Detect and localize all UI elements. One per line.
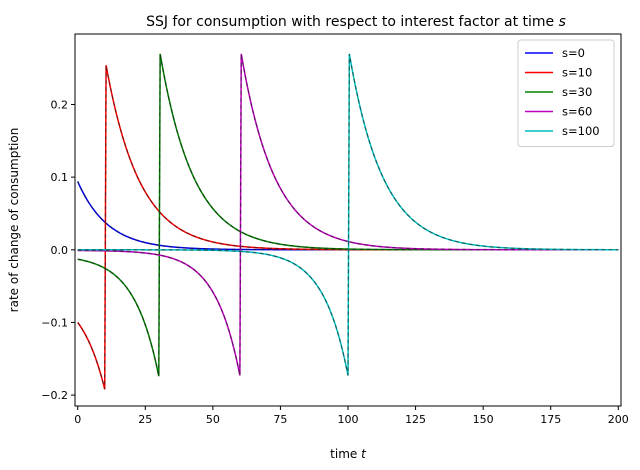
y-tick-label: 0.2 bbox=[51, 98, 69, 111]
x-tick-label: 50 bbox=[206, 413, 220, 426]
legend-box bbox=[517, 39, 615, 147]
axes: 0 25 50 75 100 125 150 175 200 −0.2 −0.1 0.0 0.1 0.2 bbox=[41, 33, 629, 426]
series-dashed-s=100 bbox=[77, 53, 619, 376]
chart-title: SSJ for consumption with respect to inte… bbox=[146, 14, 566, 30]
x-tick-label: 0 bbox=[74, 413, 81, 426]
plot-area bbox=[77, 53, 619, 390]
legend-label-s=30: s=30 bbox=[562, 85, 592, 99]
x-tick-label: 100 bbox=[338, 413, 359, 426]
x-tick-label: 125 bbox=[405, 413, 426, 426]
x-tick-label: 150 bbox=[473, 413, 494, 426]
y-tick-label: 0.0 bbox=[51, 244, 69, 257]
x-tick-label: 175 bbox=[540, 413, 561, 426]
legend-label-s=10: s=10 bbox=[562, 66, 592, 80]
legend-label-s=100: s=100 bbox=[562, 124, 600, 138]
x-tick-label: 25 bbox=[138, 413, 152, 426]
y-tick-label: 0.1 bbox=[51, 171, 69, 184]
x-axis-label: time t bbox=[330, 447, 367, 461]
x-tick-label: 200 bbox=[608, 413, 629, 426]
y-tick-label: −0.2 bbox=[41, 389, 68, 402]
x-tick-label: 75 bbox=[273, 413, 287, 426]
y-tick-label: −0.1 bbox=[41, 316, 68, 329]
legend-label-s=60: s=60 bbox=[562, 105, 592, 119]
y-axis-label: rate of change of consumption bbox=[7, 128, 21, 313]
series-dashed-s=60 bbox=[77, 53, 619, 376]
legend: s=0 s=10 s=30 s=60 s=100 bbox=[517, 39, 615, 147]
legend-label-s=0: s=0 bbox=[562, 46, 585, 60]
